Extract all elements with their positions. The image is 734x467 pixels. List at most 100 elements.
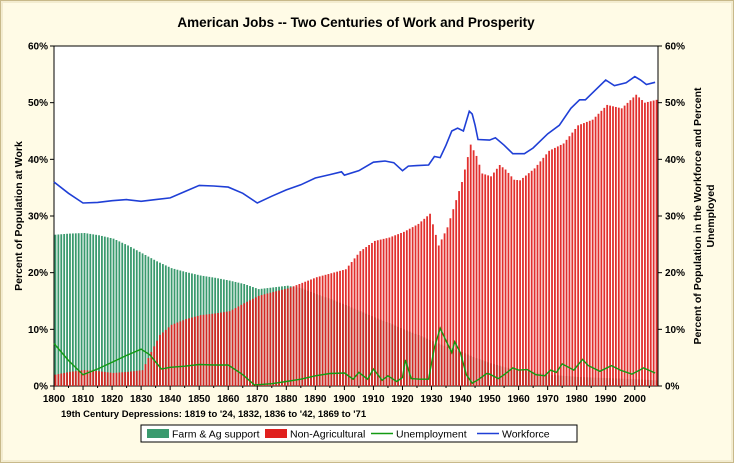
- nonag-bar-1843: [179, 321, 182, 386]
- nonag-bar-1848: [193, 316, 196, 386]
- nonag-bar-1984: [588, 120, 591, 387]
- x-tick: 1910: [362, 394, 385, 405]
- nonag-bar-1885: [301, 282, 304, 386]
- y-tick-right: 0%: [665, 382, 680, 393]
- nonag-bar-1868: [252, 298, 254, 386]
- nonag-bar-1979: [574, 128, 577, 386]
- nonag-bar-1800: [54, 374, 57, 386]
- y-axis-left-label: Percent of Population at Work: [13, 141, 25, 291]
- farm-bar-1829: [138, 251, 141, 386]
- nonag-bar-1833: [150, 352, 153, 386]
- y-tick-right: 50%: [665, 98, 685, 109]
- nonag-bar-1915: [388, 237, 391, 386]
- x-tick: 1920: [391, 394, 414, 405]
- nonag-bar-2007: [655, 99, 658, 386]
- nonag-bar-2006: [652, 100, 655, 386]
- nonag-bar-1900: [344, 269, 347, 386]
- nonag-bar-1974: [559, 144, 562, 386]
- nonag-bar-1958: [513, 179, 516, 386]
- nonag-bar-1980: [577, 125, 580, 386]
- nonag-bar-1919: [400, 233, 402, 386]
- farm-bar-1828: [135, 250, 138, 386]
- nonag-bar-1966: [536, 164, 539, 386]
- nonag-bar-1990: [606, 104, 609, 387]
- nonag-bar-1856: [217, 313, 219, 386]
- legend-label: Unemployment: [396, 429, 467, 441]
- nonag-bar-1886: [304, 281, 307, 386]
- nonag-bar-1813: [92, 370, 95, 386]
- nonag-bar-1812: [89, 370, 92, 386]
- nonag-bar-1901: [347, 265, 350, 386]
- nonag-bar-2002: [641, 100, 643, 387]
- nonag-bar-1957: [510, 176, 513, 386]
- nonag-bar-1985: [591, 119, 594, 387]
- nonag-bar-1997: [626, 102, 629, 386]
- axes: 0% 10% 20% 30% 40% 50% 60% 0% 10% 20% 30% 40% 50% 60%…: [28, 42, 685, 406]
- nonag-bar-1839: [167, 327, 170, 386]
- nonag-bar-1947: [481, 173, 484, 386]
- nonag-bar-1878: [281, 289, 283, 386]
- nonag-bar-1855: [214, 313, 217, 386]
- nonag-bar-1810: [83, 370, 86, 386]
- nonag-bar-1881: [289, 287, 292, 386]
- y-tick-right: 40%: [665, 155, 685, 166]
- nonag-bar-1949: [487, 175, 490, 386]
- workforce-line: [53, 75, 656, 204]
- nonag-bar-1914: [385, 238, 388, 386]
- nonag-bar-1972: [554, 147, 556, 386]
- farm-bar-1831: [144, 254, 147, 386]
- farm-bar-1802: [60, 234, 63, 386]
- nonag-bar-1863: [237, 306, 240, 386]
- nonag-bar-1842: [176, 322, 179, 386]
- nonag-bar-1874: [269, 292, 272, 386]
- chart-title: American Jobs -- Two Centuries of Work a…: [177, 15, 535, 30]
- x-tick: 1820: [101, 394, 124, 405]
- nonag-bar-1884: [298, 284, 301, 386]
- nonag-bar-2003: [644, 102, 646, 387]
- nonag-bar-1890: [315, 277, 318, 386]
- y-tick-right: 20%: [665, 268, 685, 279]
- nonag-bar-1808: [77, 370, 80, 386]
- nonag-bar-1992: [612, 106, 614, 386]
- y-tick-left: 50%: [28, 98, 48, 109]
- farm-bar-1816: [101, 235, 103, 386]
- x-tick: 1890: [304, 394, 327, 405]
- nonag-bar-1941: [463, 169, 466, 386]
- farm-bar-1827: [132, 248, 135, 386]
- nonag-bar-1912: [379, 239, 382, 386]
- nonag-bar-1870: [257, 295, 260, 386]
- x-tick: 1980: [566, 394, 589, 405]
- y-tick-left: 60%: [28, 42, 48, 53]
- legend-swatch: [147, 429, 169, 438]
- nonag-bar-1829: [138, 370, 141, 386]
- legend-box: [140, 424, 578, 443]
- farm-bar-1813: [92, 234, 95, 386]
- nonag-bar-1938: [455, 200, 458, 386]
- farm-bar-1812: [89, 233, 92, 386]
- nonag-bar-1879: [283, 289, 286, 386]
- nonag-bar-1825: [127, 371, 129, 386]
- nonag-bar-1991: [609, 105, 611, 387]
- nonag-bar-1988: [600, 110, 603, 386]
- nonag-bar-1983: [585, 121, 588, 387]
- nonag-bar-1857: [220, 312, 222, 386]
- farm-bar-1800: [54, 234, 57, 386]
- nonag-bar-1928: [426, 216, 429, 386]
- nonag-bar-1828: [135, 370, 138, 386]
- farm-bar-1819: [109, 237, 112, 386]
- unemployment-line: [53, 326, 656, 386]
- nonag-bar-1899: [342, 270, 344, 386]
- nonag-bar-1840: [170, 324, 173, 386]
- nonag-bar-1892: [321, 275, 324, 386]
- nonag-bar-1809: [80, 370, 83, 386]
- farm-bar-1806: [71, 233, 74, 386]
- nonag-bar-1927: [423, 218, 426, 386]
- nonag-bar-1803: [63, 372, 66, 386]
- farm-bar-1808: [77, 233, 80, 386]
- nonag-bar-1999: [632, 97, 635, 386]
- nonag-bar-1960: [519, 180, 521, 386]
- nonag-bar-1817: [103, 371, 106, 386]
- nonag-bar-2001: [638, 97, 641, 386]
- farm-bar-1809: [80, 233, 83, 386]
- nonag-bar-1959: [516, 180, 519, 386]
